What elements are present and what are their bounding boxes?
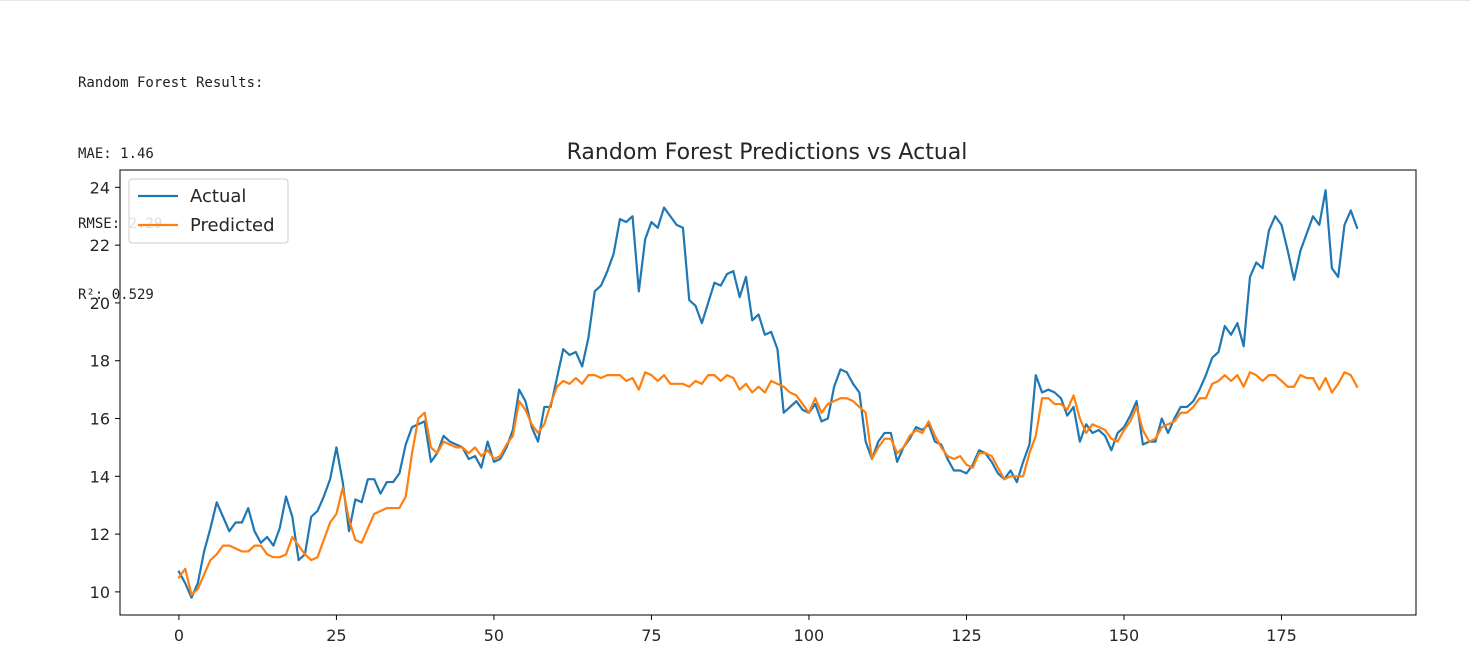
x-tick-label: 25 [326, 626, 346, 645]
x-tick-label: 150 [1109, 626, 1140, 645]
y-tick-label: 14 [90, 467, 110, 486]
y-tick-label: 10 [90, 583, 110, 602]
legend-label-predicted: Predicted [190, 215, 275, 236]
y-tick-label: 18 [90, 352, 110, 371]
y-axis: 10 12 14 16 18 20 22 24 [90, 178, 120, 602]
x-tick-label: 50 [484, 626, 504, 645]
y-tick-label: 20 [90, 294, 110, 313]
x-tick-label: 0 [174, 626, 184, 645]
x-tick-label: 125 [951, 626, 982, 645]
y-tick-label: 12 [90, 525, 110, 544]
cell-top-border [0, 0, 1470, 1]
x-tick-label: 75 [641, 626, 661, 645]
series-layer [177, 189, 1359, 599]
x-tick-label: 175 [1266, 626, 1297, 645]
r2-line: R²: 0.529 [78, 286, 154, 303]
axes-frame [119, 169, 1417, 616]
x-axis: 0 25 50 75 100 125 150 175 [174, 615, 1297, 645]
y-tick-label: 24 [90, 178, 110, 197]
legend-label-actual: Actual [190, 186, 246, 207]
series-line-actual [177, 189, 1359, 599]
results-heading: Random Forest Results: [78, 75, 264, 91]
mae-line: MAE: 1.46 [78, 145, 154, 162]
chart-title: Random Forest Predictions vs Actual [567, 140, 968, 165]
y-tick-label: 22 [90, 236, 110, 255]
series-line-predicted [177, 371, 1359, 596]
x-tick-label: 100 [794, 626, 825, 645]
legend: Actual Predicted [128, 178, 289, 244]
y-tick-label: 16 [90, 410, 110, 429]
